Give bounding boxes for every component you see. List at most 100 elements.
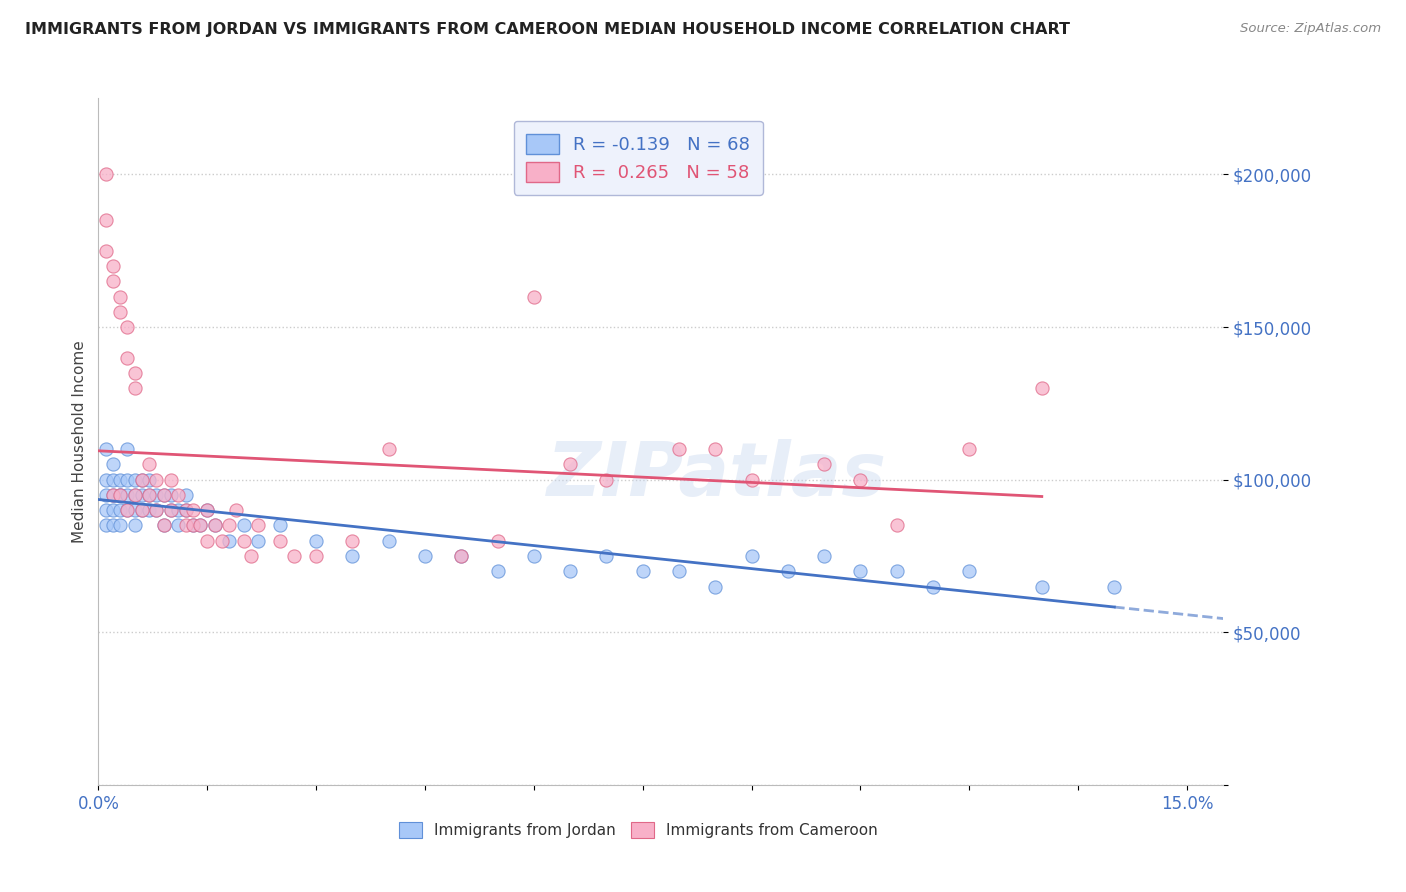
Point — [377, 533, 399, 548]
Point — [188, 518, 211, 533]
Point — [101, 518, 124, 533]
Point — [595, 549, 617, 563]
Point — [101, 503, 124, 517]
Point — [523, 549, 546, 563]
Point — [195, 503, 218, 517]
Point — [232, 533, 254, 548]
Point — [450, 549, 472, 563]
Point — [117, 503, 139, 517]
Point — [145, 488, 167, 502]
Point — [94, 503, 117, 517]
Point — [131, 503, 153, 517]
Text: IMMIGRANTS FROM JORDAN VS IMMIGRANTS FROM CAMEROON MEDIAN HOUSEHOLD INCOME CORRE: IMMIGRANTS FROM JORDAN VS IMMIGRANTS FRO… — [25, 22, 1070, 37]
Point — [124, 488, 146, 502]
Point — [218, 533, 240, 548]
Point — [195, 503, 218, 517]
Point — [94, 213, 117, 227]
Point — [1031, 381, 1053, 395]
Point — [94, 518, 117, 533]
Point — [704, 580, 727, 594]
Point — [174, 503, 197, 517]
Point — [232, 518, 254, 533]
Point — [450, 549, 472, 563]
Point — [131, 473, 153, 487]
Point — [704, 442, 727, 457]
Point — [211, 533, 233, 548]
Point — [486, 564, 509, 578]
Point — [124, 473, 146, 487]
Point — [188, 518, 211, 533]
Point — [117, 442, 139, 457]
Point — [247, 533, 270, 548]
Point — [631, 564, 654, 578]
Point — [181, 503, 204, 517]
Point — [108, 518, 131, 533]
Point — [204, 518, 226, 533]
Point — [124, 381, 146, 395]
Point — [108, 488, 131, 502]
Text: ZIPatlas: ZIPatlas — [547, 440, 887, 512]
Point — [108, 488, 131, 502]
Point — [305, 549, 328, 563]
Point — [1104, 580, 1126, 594]
Point — [167, 503, 190, 517]
Point — [152, 488, 174, 502]
Point — [117, 488, 139, 502]
Point — [94, 473, 117, 487]
Point — [101, 488, 124, 502]
Point — [174, 503, 197, 517]
Point — [117, 320, 139, 334]
Point — [486, 533, 509, 548]
Point — [813, 549, 835, 563]
Point — [741, 473, 763, 487]
Point — [174, 488, 197, 502]
Point — [741, 549, 763, 563]
Point — [138, 458, 160, 472]
Point — [957, 442, 980, 457]
Point — [204, 518, 226, 533]
Point — [138, 473, 160, 487]
Point — [668, 442, 690, 457]
Point — [101, 274, 124, 288]
Point — [922, 580, 945, 594]
Point — [108, 503, 131, 517]
Point — [595, 473, 617, 487]
Point — [152, 518, 174, 533]
Point — [413, 549, 436, 563]
Point — [124, 366, 146, 380]
Point — [886, 518, 908, 533]
Point — [342, 549, 364, 563]
Point — [225, 503, 247, 517]
Point — [160, 473, 183, 487]
Text: Source: ZipAtlas.com: Source: ZipAtlas.com — [1240, 22, 1381, 36]
Point — [145, 503, 167, 517]
Point — [523, 289, 546, 303]
Legend: Immigrants from Jordan, Immigrants from Cameroon: Immigrants from Jordan, Immigrants from … — [391, 814, 886, 846]
Point — [283, 549, 305, 563]
Point — [160, 503, 183, 517]
Point — [94, 244, 117, 258]
Point — [167, 518, 190, 533]
Point — [138, 503, 160, 517]
Point — [668, 564, 690, 578]
Point — [269, 533, 291, 548]
Point — [108, 289, 131, 303]
Point — [117, 503, 139, 517]
Point — [145, 473, 167, 487]
Point — [101, 488, 124, 502]
Point — [138, 488, 160, 502]
Point — [957, 564, 980, 578]
Point — [94, 168, 117, 182]
Point — [269, 518, 291, 533]
Point — [160, 488, 183, 502]
Point — [181, 518, 204, 533]
Point — [108, 488, 131, 502]
Point — [218, 518, 240, 533]
Point — [138, 488, 160, 502]
Point — [239, 549, 262, 563]
Point — [124, 488, 146, 502]
Point — [247, 518, 270, 533]
Point — [101, 473, 124, 487]
Point — [108, 473, 131, 487]
Y-axis label: Median Household Income: Median Household Income — [72, 340, 87, 543]
